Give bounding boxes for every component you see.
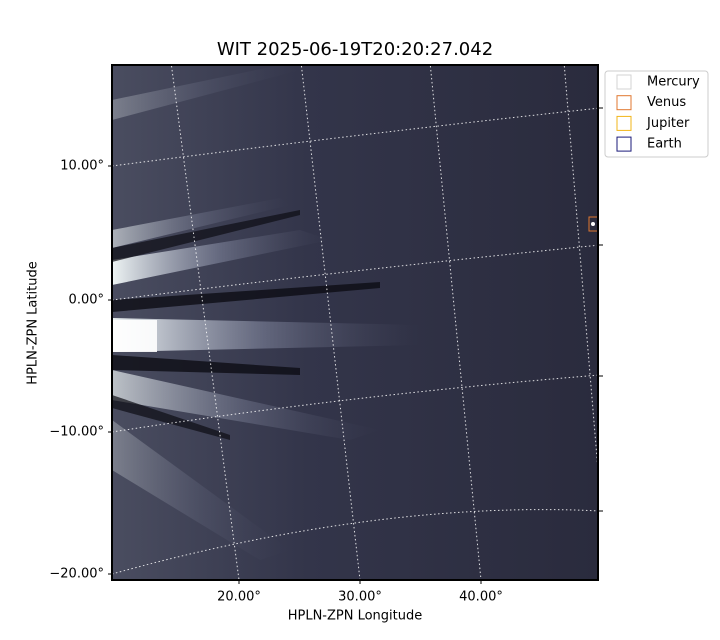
legend-box	[604, 70, 709, 158]
title: WIT 2025-06-19T20:20:27.042	[217, 39, 493, 60]
legend: Mercury Venus Jupiter Earth	[604, 70, 709, 158]
y-tick-label: 0.00°	[69, 293, 104, 308]
legend-swatch	[616, 115, 632, 131]
x-tick-label: 20.00°	[217, 590, 261, 605]
legend-swatch	[616, 74, 632, 90]
x-tick-label: 40.00°	[459, 590, 503, 605]
legend-label: Jupiter	[646, 116, 690, 131]
legend-label: Earth	[647, 137, 682, 152]
axes-frame	[111, 64, 599, 581]
image	[112, 65, 598, 580]
legend-label: Mercury	[647, 75, 700, 90]
x-axis-label: HPLN-ZPN Longitude	[288, 609, 423, 624]
y-tick-label: −10.00°	[49, 425, 104, 440]
legend-label: Venus	[647, 95, 686, 110]
y-tick-label: −20.00°	[49, 567, 104, 582]
y-ticks: 10.00° 0.00° −10.00° −20.00°	[49, 107, 603, 582]
legend-swatch	[616, 95, 632, 111]
legend-swatch	[616, 136, 632, 152]
x-ticks: 20.00° 30.00° 40.00°	[217, 580, 503, 605]
y-tick-label: 10.00°	[60, 159, 104, 174]
y-axis-label: HPLN-ZPN Latitude	[26, 261, 41, 384]
x-tick-label: 30.00°	[338, 590, 382, 605]
